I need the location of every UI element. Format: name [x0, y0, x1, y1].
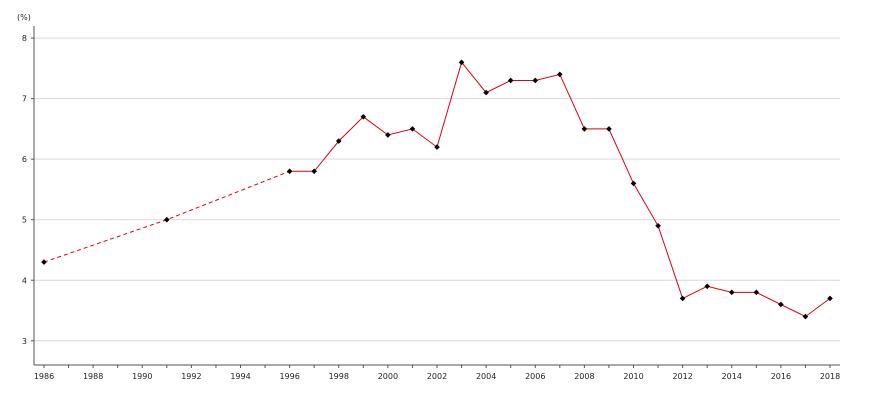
data-point: [286, 168, 293, 175]
x-tick-label: 2010: [623, 372, 643, 381]
data-point: [532, 77, 539, 84]
x-tick-label: 2002: [427, 372, 447, 381]
y-unit-label: (%): [17, 13, 31, 22]
data-point: [385, 132, 391, 138]
x-tick-label: 1998: [329, 372, 349, 381]
data-point: [434, 144, 440, 150]
data-point: [41, 259, 47, 265]
x-tick-label: 1988: [83, 372, 103, 381]
data-point: [458, 59, 465, 66]
x-axis-ticks: 1986 1988 1990 1992 1994 1996 1998 2000 2002 2004…: [34, 365, 840, 381]
x-tick-label: 2008: [574, 372, 594, 381]
y-tick-label: 6: [22, 155, 27, 164]
x-tick-label: 2016: [771, 372, 791, 381]
data-point: [507, 77, 514, 84]
x-tick-label: 1996: [279, 372, 299, 381]
data-point: [728, 289, 735, 296]
x-tick-label: 2000: [378, 372, 398, 381]
series-lines: [43, 61, 831, 318]
data-point: [778, 301, 784, 308]
y-tick-label: 7: [22, 95, 27, 104]
data-point: [679, 295, 686, 302]
y-tick-label: 3: [22, 337, 27, 346]
x-tick-label: 1992: [181, 372, 201, 381]
data-point: [802, 313, 809, 320]
series-line-dashed: [43, 170, 290, 263]
y-axis-ticks: 3 4 5 6 7 8: [22, 34, 34, 346]
data-point: [655, 222, 661, 229]
x-tick-label: 2012: [672, 372, 692, 381]
x-tick-label: 1994: [230, 372, 250, 381]
data-point: [360, 114, 367, 120]
axes: [33, 26, 840, 366]
x-tick-label: 1990: [132, 372, 152, 381]
series-line: [289, 61, 831, 318]
data-point: [483, 89, 489, 96]
x-tick-label: 2014: [722, 372, 742, 381]
data-point: [581, 126, 588, 132]
y-tick-label: 5: [22, 216, 27, 225]
data-point: [704, 283, 710, 290]
data-point: [557, 71, 563, 78]
y-tick-label: 4: [22, 276, 27, 285]
data-point: [335, 138, 342, 144]
x-tick-label: 2004: [476, 372, 496, 381]
data-point: [630, 180, 637, 187]
x-tick-label: 2018: [820, 372, 840, 381]
x-tick-label: 1986: [34, 372, 54, 381]
data-point: [409, 126, 416, 132]
data-point: [164, 216, 170, 223]
data-markers: [41, 59, 833, 320]
data-point: [827, 295, 833, 302]
grid-lines: [34, 37, 840, 342]
data-point: [311, 168, 317, 175]
x-tick-label: 2006: [525, 372, 545, 381]
data-point: [753, 289, 760, 296]
y-tick-label: 8: [22, 34, 27, 43]
data-point: [606, 126, 612, 132]
